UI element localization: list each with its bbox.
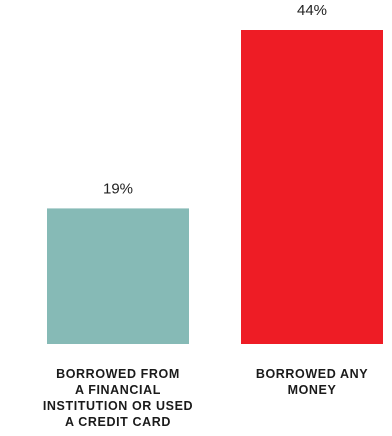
category-label-1-line-4: A CREDIT CARD <box>65 415 171 429</box>
bar-2 <box>241 30 383 344</box>
value-label-2: 44% <box>297 2 327 19</box>
value-label-1: 19% <box>103 180 133 197</box>
category-label-2: BORROWED ANY MONEY <box>256 367 368 397</box>
category-label-1-line-2: A FINANCIAL <box>75 383 161 397</box>
bar-1 <box>47 208 189 344</box>
bars-layer <box>47 30 383 344</box>
category-label-1: BORROWED FROM A FINANCIAL INSTITUTION OR U… <box>43 367 193 429</box>
value-labels-layer: 19% 44% <box>103 2 327 197</box>
category-label-2-line-2: MONEY <box>288 383 337 397</box>
category-labels-layer: BORROWED FROM A FINANCIAL INSTITUTION OR U… <box>43 367 368 429</box>
category-label-1-line-3: INSTITUTION OR USED <box>43 399 193 413</box>
category-label-2-line-1: BORROWED ANY <box>256 367 368 381</box>
category-label-1-line-1: BORROWED FROM <box>56 367 180 381</box>
